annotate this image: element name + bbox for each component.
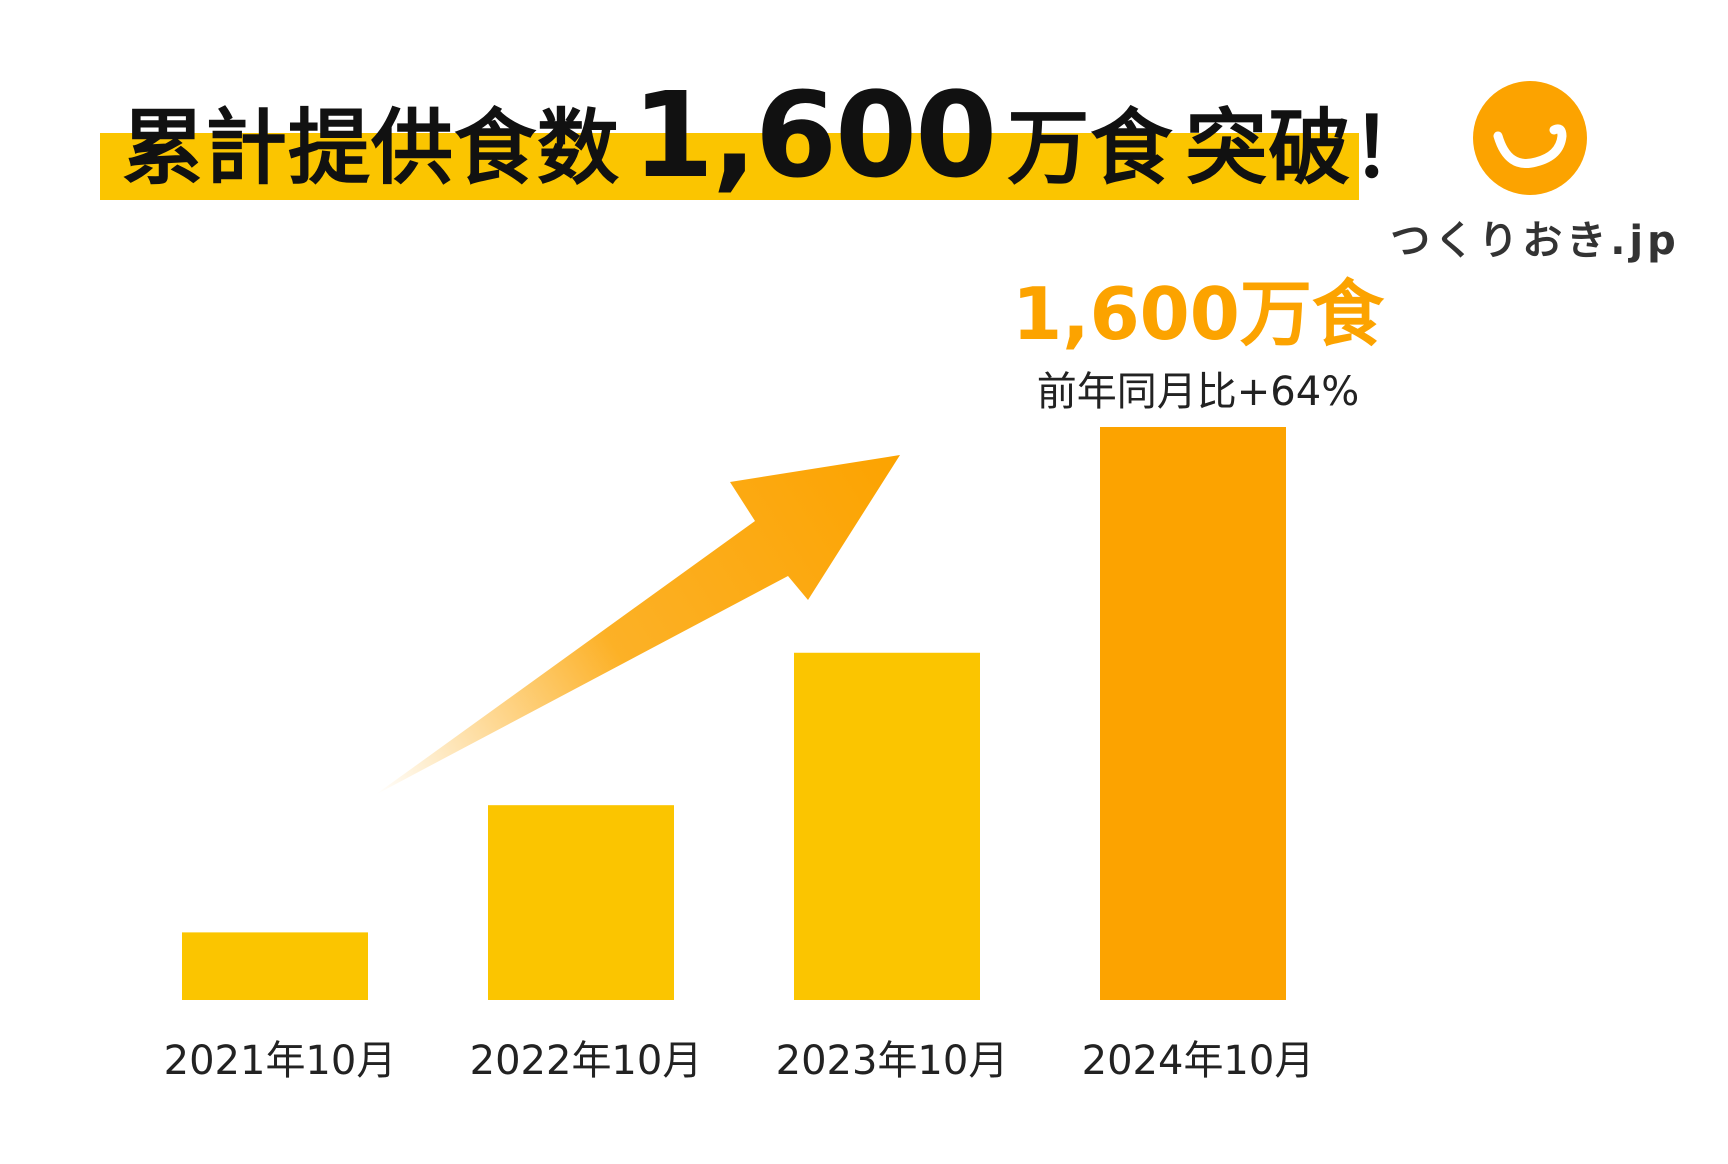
highlight-change-label: 前年同月比+64% bbox=[1037, 369, 1359, 415]
highlight-value-label: 1,600万食 bbox=[1012, 272, 1385, 356]
x-tick-label-4: 2024年10月 bbox=[1082, 1038, 1315, 1084]
x-tick-label-3: 2023年10月 bbox=[776, 1038, 1009, 1084]
x-tick-label-2: 2022年10月 bbox=[470, 1038, 703, 1084]
title-part-2: 万食 bbox=[1007, 101, 1174, 196]
brand-logo: つくりおき.jp bbox=[1385, 78, 1685, 268]
bar-2 bbox=[488, 805, 674, 1000]
title-part-3: 突破！ bbox=[1185, 101, 1435, 196]
smile-icon bbox=[1473, 81, 1587, 195]
title-number: 1,600 bbox=[632, 66, 997, 204]
page-title: 累計提供食数 1,600 万食 突破！ bbox=[122, 66, 1434, 204]
title-highlight-band bbox=[100, 133, 1359, 200]
bar-4 bbox=[1100, 427, 1286, 1000]
bar-1 bbox=[182, 932, 368, 1000]
rising-arrow-icon bbox=[375, 455, 900, 795]
bar-3 bbox=[794, 652, 980, 1000]
title-part-1: 累計提供食数 bbox=[122, 101, 621, 196]
brand-logo-text: つくりおき.jp bbox=[1390, 218, 1680, 264]
x-tick-label-1: 2021年10月 bbox=[164, 1038, 397, 1084]
